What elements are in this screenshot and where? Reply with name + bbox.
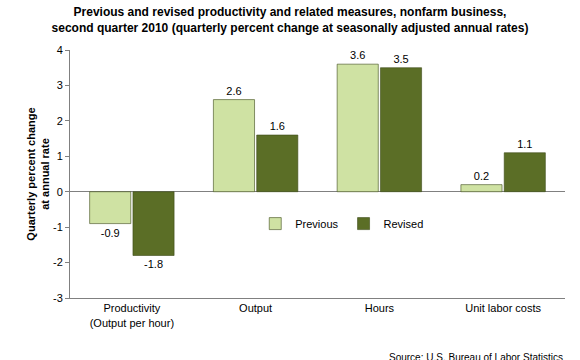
svg-text:1: 1 — [57, 150, 63, 162]
svg-text:-3: -3 — [53, 292, 63, 304]
svg-text:Quarterly percent changeat ann: Quarterly percent changeat annual rate — [25, 107, 51, 240]
svg-text:-0.9: -0.9 — [101, 227, 120, 239]
svg-text:Previous: Previous — [295, 218, 338, 230]
svg-text:0: 0 — [57, 186, 63, 198]
svg-text:1.6: 1.6 — [270, 120, 285, 132]
svg-text:-2: -2 — [53, 256, 63, 268]
svg-text:2: 2 — [57, 115, 63, 127]
svg-text:3: 3 — [57, 79, 63, 91]
svg-text:4: 4 — [57, 44, 63, 56]
svg-text:0.2: 0.2 — [474, 170, 489, 182]
svg-text:2.6: 2.6 — [226, 85, 241, 97]
svg-text:-1: -1 — [53, 221, 63, 233]
svg-text:1.1: 1.1 — [517, 138, 532, 150]
svg-text:Previous and revised productiv: Previous and revised productivity and re… — [52, 5, 529, 35]
svg-text:Unit labor costs: Unit labor costs — [465, 302, 541, 314]
svg-text:Revised: Revised — [384, 218, 424, 230]
svg-text:Source: U.S. Bureau of Labor S: Source: U.S. Bureau of Labor Statistics — [389, 352, 563, 360]
svg-text:-1.8: -1.8 — [144, 258, 163, 270]
svg-text:Output: Output — [239, 302, 272, 314]
svg-text:3.5: 3.5 — [393, 53, 408, 65]
svg-text:3.6: 3.6 — [350, 49, 365, 61]
svg-text:Hours: Hours — [365, 302, 395, 314]
svg-text:Productivity(Output per hour): Productivity(Output per hour) — [90, 302, 174, 328]
